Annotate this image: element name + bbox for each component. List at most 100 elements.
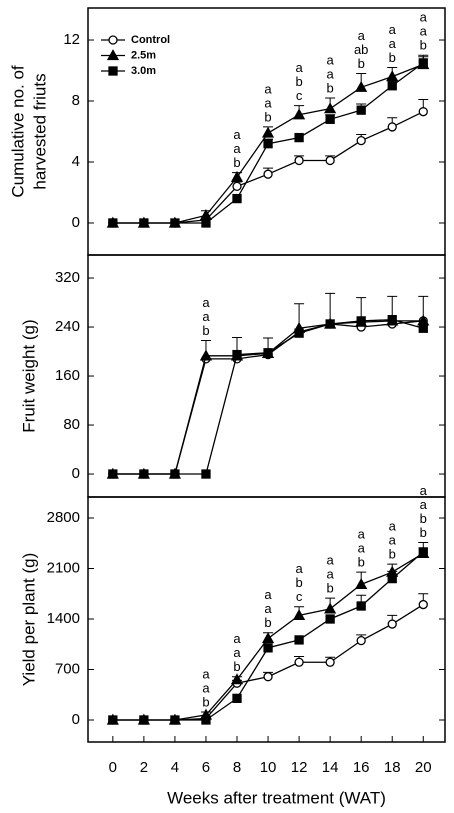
significance-letter: a <box>327 567 335 582</box>
significance-letter: a <box>389 533 397 548</box>
marker <box>263 169 273 179</box>
y-tick-label: 1400 <box>47 610 80 627</box>
significance-letter: b <box>358 555 365 570</box>
y-tick-label: 700 <box>55 660 80 677</box>
marker <box>387 315 397 325</box>
y-tick-label: 0 <box>72 711 80 728</box>
marker <box>325 319 335 329</box>
y-tick-label: 0 <box>72 214 80 231</box>
legend-marker <box>108 66 118 76</box>
significance-letter: b <box>264 615 271 630</box>
y-tick-label: 2100 <box>47 559 80 576</box>
marker <box>292 108 306 120</box>
significance-letter: a <box>264 587 272 602</box>
marker <box>418 58 428 68</box>
significance-letter: a <box>264 95 272 110</box>
x-tick-label: 18 <box>384 759 401 776</box>
significance-letter: a <box>420 10 428 25</box>
significance-letter: a <box>233 141 241 156</box>
significance-letter: b <box>389 50 396 65</box>
marker <box>261 126 275 138</box>
marker <box>232 193 242 204</box>
significance-letter: a <box>389 36 397 51</box>
significance-letter: b <box>233 659 240 674</box>
marker <box>232 181 242 192</box>
legend-marker <box>108 35 118 45</box>
marker <box>356 635 366 646</box>
y-tick-label: 12 <box>63 31 80 48</box>
significance-letter: a <box>389 22 397 37</box>
significance-letter: a <box>327 66 335 81</box>
marker <box>356 601 366 611</box>
marker <box>418 599 428 610</box>
significance-letter: b <box>420 38 427 53</box>
marker <box>199 349 213 361</box>
y-tick-label: 8 <box>72 92 80 109</box>
significance-letter: b <box>420 511 427 526</box>
marker <box>387 619 397 629</box>
marker <box>201 715 211 725</box>
y-tick-label: 80 <box>63 416 80 433</box>
marker <box>230 673 244 685</box>
legend-label: 3.0m <box>131 65 156 77</box>
x-tick-label: 12 <box>291 759 308 776</box>
marker <box>418 323 428 333</box>
marker <box>294 328 304 338</box>
x-tick-label: 2 <box>140 759 148 776</box>
significance-letter: a <box>358 527 366 542</box>
y-tick-label: 0 <box>72 465 80 482</box>
significance-letter: a <box>202 295 210 310</box>
significance-letter: b <box>327 581 334 596</box>
marker <box>292 609 306 621</box>
x-tick-label: 14 <box>322 759 339 776</box>
y-tick-label: 320 <box>55 269 80 286</box>
marker <box>325 657 335 667</box>
significance-letter: a <box>420 24 428 39</box>
significance-letter: b <box>420 525 427 540</box>
significance-letter: a <box>327 52 335 67</box>
significance-letter: ab <box>354 42 368 57</box>
y-tick-label: 240 <box>55 318 80 335</box>
marker <box>263 139 273 149</box>
significance-letter: a <box>202 666 210 681</box>
marker <box>387 81 397 91</box>
significance-letter: a <box>358 28 366 43</box>
significance-letter: a <box>233 631 241 646</box>
marker <box>108 218 118 228</box>
marker <box>418 107 428 117</box>
x-tick-label: 8 <box>233 759 241 776</box>
y-tick-label: 160 <box>55 367 80 384</box>
significance-letter: b <box>327 80 334 95</box>
x-tick-label: 10 <box>260 759 277 776</box>
marker <box>418 547 428 557</box>
significance-letter: a <box>295 60 303 75</box>
marker <box>201 218 211 228</box>
marker <box>201 469 211 479</box>
marker <box>139 218 149 228</box>
marker <box>324 102 337 114</box>
y-tick-label: 4 <box>72 153 80 170</box>
marker <box>294 635 304 645</box>
x-tick-label: 20 <box>415 759 432 776</box>
significance-letter: a <box>202 309 210 324</box>
marker <box>261 632 275 644</box>
marker <box>108 715 118 725</box>
marker <box>263 672 273 682</box>
significance-letter: a <box>420 497 428 512</box>
significance-letter: c <box>296 88 303 103</box>
marker <box>263 348 273 358</box>
marker <box>139 715 149 725</box>
marker <box>356 105 366 115</box>
x-tick-label: 16 <box>353 759 370 776</box>
marker <box>387 122 397 132</box>
significance-letter: a <box>202 680 210 695</box>
marker <box>324 602 337 614</box>
marker <box>170 218 180 228</box>
marker <box>355 578 368 590</box>
significance-letter: b <box>202 694 209 709</box>
significance-letter: a <box>233 645 241 660</box>
y-axis-label: Cumulative no. of <box>8 65 27 198</box>
significance-letter: b <box>202 323 209 338</box>
marker <box>325 614 335 624</box>
